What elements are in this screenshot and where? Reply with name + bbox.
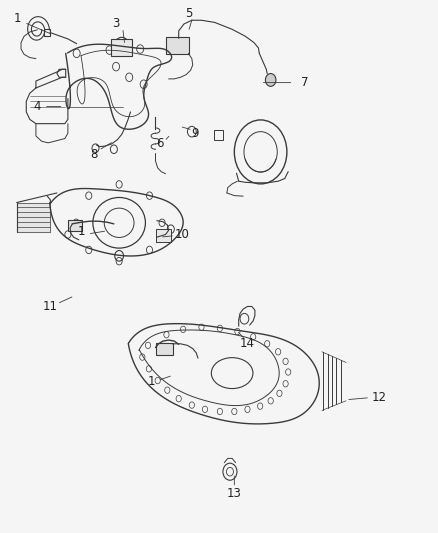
FancyBboxPatch shape (68, 220, 82, 231)
FancyBboxPatch shape (166, 37, 189, 54)
Circle shape (265, 74, 276, 86)
Text: 4: 4 (33, 100, 41, 113)
Text: 1: 1 (14, 12, 21, 25)
FancyBboxPatch shape (111, 39, 132, 56)
Text: 11: 11 (43, 300, 58, 313)
Text: 10: 10 (174, 228, 189, 241)
Text: 8: 8 (91, 148, 98, 161)
Text: 14: 14 (240, 337, 255, 350)
Text: 1: 1 (77, 225, 85, 238)
Text: 9: 9 (191, 127, 199, 140)
Text: 13: 13 (227, 487, 242, 499)
FancyBboxPatch shape (156, 229, 171, 242)
Text: 12: 12 (371, 391, 386, 403)
Text: 1: 1 (147, 375, 155, 387)
Text: 3: 3 (113, 18, 120, 30)
Text: 7: 7 (300, 76, 308, 89)
Text: 6: 6 (156, 138, 164, 150)
Text: 5: 5 (185, 7, 192, 20)
FancyBboxPatch shape (156, 343, 173, 355)
